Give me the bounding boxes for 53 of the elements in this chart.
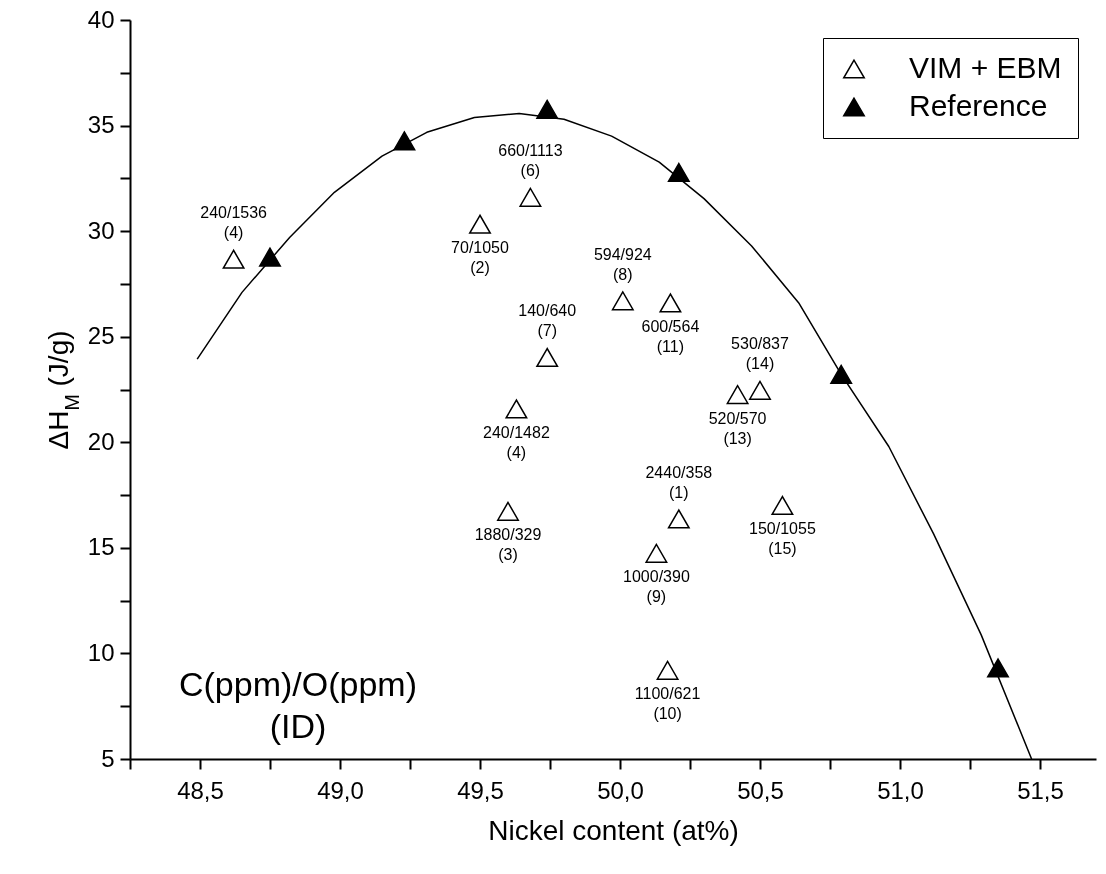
point xyxy=(659,293,682,313)
point xyxy=(830,364,853,384)
annotation: 660/1113 (6) xyxy=(498,142,563,180)
annotation: 240/1536 (4) xyxy=(200,204,268,242)
y-tick-label: 10 xyxy=(87,638,115,666)
annotation: 1880/329 (3) xyxy=(474,526,542,564)
point xyxy=(505,399,528,419)
x-tick-label: 49,0 xyxy=(317,776,364,804)
point xyxy=(987,658,1009,678)
point xyxy=(656,660,679,680)
annotation: 70/1050 (2) xyxy=(451,239,510,277)
x-tick-label: 51,0 xyxy=(877,776,924,804)
annotation: 594/924 (8) xyxy=(593,245,652,283)
legend-label: Reference xyxy=(909,89,1048,122)
y-tick-label: 15 xyxy=(87,533,115,561)
point xyxy=(536,347,559,368)
y-tick-label: 5 xyxy=(101,744,115,772)
point xyxy=(469,214,491,234)
annotation: 1000/390 (9) xyxy=(623,568,690,606)
y-tick-label: 30 xyxy=(87,216,115,244)
x-tick-label: 49,5 xyxy=(457,776,504,804)
y-tick-label: 20 xyxy=(87,427,115,455)
point xyxy=(667,509,690,529)
annotation: 240/1482 (4) xyxy=(483,423,550,461)
x-axis-title: Nickel content (at%) xyxy=(488,814,739,846)
annotation: 530/837 (14) xyxy=(731,335,790,373)
legend-label: VIM + EBM xyxy=(909,51,1062,84)
y-tick-label: 40 xyxy=(87,5,115,33)
annotation: 600/564 (11) xyxy=(641,317,700,355)
y-tick-label: 25 xyxy=(87,322,115,350)
point xyxy=(645,543,668,563)
x-tick-label: 50,0 xyxy=(597,776,644,804)
annotation: 150/1055 (15) xyxy=(749,520,816,558)
annotation: 1100/621 (10) xyxy=(634,685,701,723)
point xyxy=(519,187,542,207)
point xyxy=(259,247,281,267)
x-tick-label: 51,5 xyxy=(1017,776,1064,804)
point xyxy=(536,99,559,119)
annotation: C(ppm)/O(ppm) (ID) xyxy=(178,665,418,745)
x-tick-label: 48,5 xyxy=(177,776,224,804)
point xyxy=(497,501,519,521)
point xyxy=(393,131,416,151)
x-tick-label: 50,5 xyxy=(737,776,784,804)
annotation: 2440/358 (1) xyxy=(645,463,713,501)
point xyxy=(222,249,245,269)
point xyxy=(749,380,771,400)
point xyxy=(726,384,749,405)
point xyxy=(611,291,634,311)
annotation: 140/640 (7) xyxy=(518,302,577,340)
annotation: 520/570 (13) xyxy=(708,409,767,447)
point xyxy=(771,495,794,516)
y-tick-label: 35 xyxy=(87,111,115,139)
point xyxy=(667,162,690,183)
